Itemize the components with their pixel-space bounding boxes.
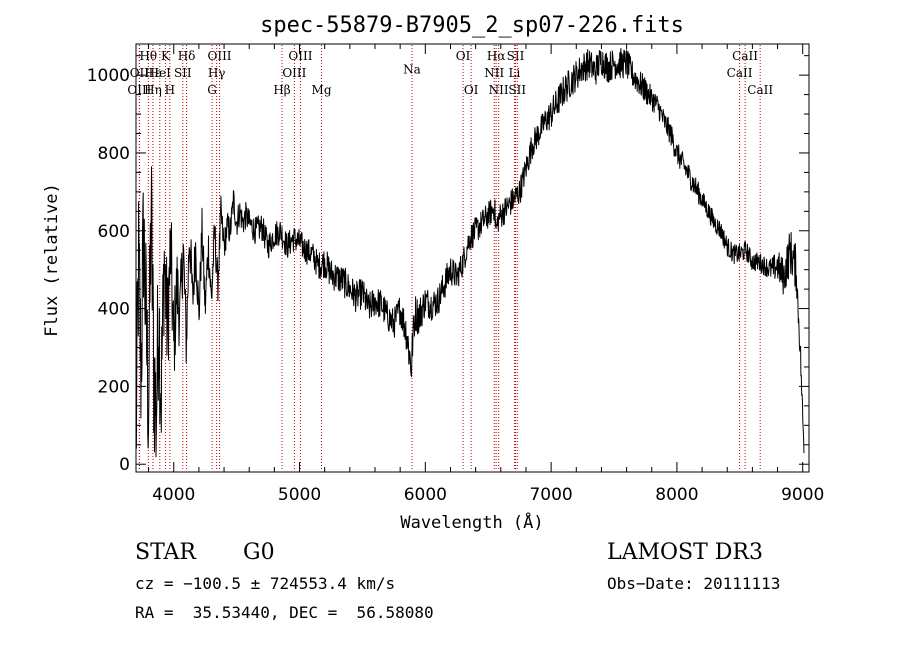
spectral-line-label: Hθ — [139, 49, 157, 63]
x-tick-label: 7000 — [529, 485, 572, 505]
x-axis-label: Wavelength (Å) — [400, 511, 543, 533]
spectral-line-label: NII — [484, 66, 504, 80]
spectral-line-label: SII — [508, 83, 526, 97]
flux-series-line — [135, 48, 805, 458]
x-tick-label: 5000 — [278, 485, 321, 505]
y-tick-label: 400 — [98, 300, 130, 320]
spectral-line-label: CaII — [732, 49, 758, 63]
y-tick-label: 0 — [119, 455, 130, 475]
y-axis-label: Flux (relative) — [42, 183, 62, 337]
plot-frame — [135, 43, 810, 473]
spectral-line-label: OIII — [207, 49, 231, 63]
spectral-line-label: OIII — [288, 49, 312, 63]
y-tick-label: 600 — [98, 222, 130, 242]
y-tick-label: 200 — [98, 377, 130, 397]
spectral-line-label: OI — [464, 83, 479, 97]
spectral-line-label: Hδ — [178, 49, 196, 63]
spectral-line-label: OIII — [127, 83, 151, 97]
axis-ticks: 4000 5000 6000 7000 8000 9000 0 200 400 600 800 100… — [87, 44, 824, 505]
object-class: STAR — [135, 540, 196, 565]
spectral-line-label: Hβ — [273, 83, 290, 97]
spectral-line-label: OI — [456, 49, 471, 63]
redshift-velocity: cz = −100.5 ± 724553.4 km/s — [135, 574, 396, 593]
spectral-line-label: SII — [507, 49, 525, 63]
spectral-line-label: SII — [174, 66, 192, 80]
x-tick-label: 6000 — [404, 485, 447, 505]
survey-name: LAMOST DR3 — [607, 540, 763, 565]
spectral-line-label: CaII — [727, 66, 753, 80]
spectral-line-label: Hγ — [208, 66, 226, 80]
coordinates: RA = 35.53440, DEC = 56.58080 — [135, 603, 434, 622]
x-tick-label: 8000 — [655, 485, 698, 505]
spectral-line-label: Hη — [144, 83, 162, 97]
y-tick-label: 800 — [98, 144, 130, 164]
observation-date: Obs−Date: 20111113 — [607, 574, 781, 593]
chart-title: spec-55879-B7905_2_sp07-226.fits — [260, 13, 684, 38]
y-tick-label: 1000 — [87, 66, 130, 86]
spectral-line-label: Mg — [312, 83, 332, 97]
object-subclass: G0 — [243, 540, 275, 565]
spectral-line-label: HeI — [149, 66, 172, 80]
spectral-line-label: H — [165, 83, 175, 97]
spectral-line-label: NII — [489, 83, 509, 97]
x-tick-label: 4000 — [152, 485, 195, 505]
spectral-line-label: K — [161, 49, 171, 63]
spectral-line-label: G — [207, 83, 217, 97]
x-tick-label: 9000 — [781, 485, 824, 505]
spectral-line-label: Na — [403, 63, 421, 77]
spectral-line-label: OIII — [282, 66, 306, 80]
spectral-line-label: CaII — [747, 83, 773, 97]
spectral-line-label: Hα — [487, 49, 506, 63]
spectral-line-label: Li — [508, 66, 520, 80]
